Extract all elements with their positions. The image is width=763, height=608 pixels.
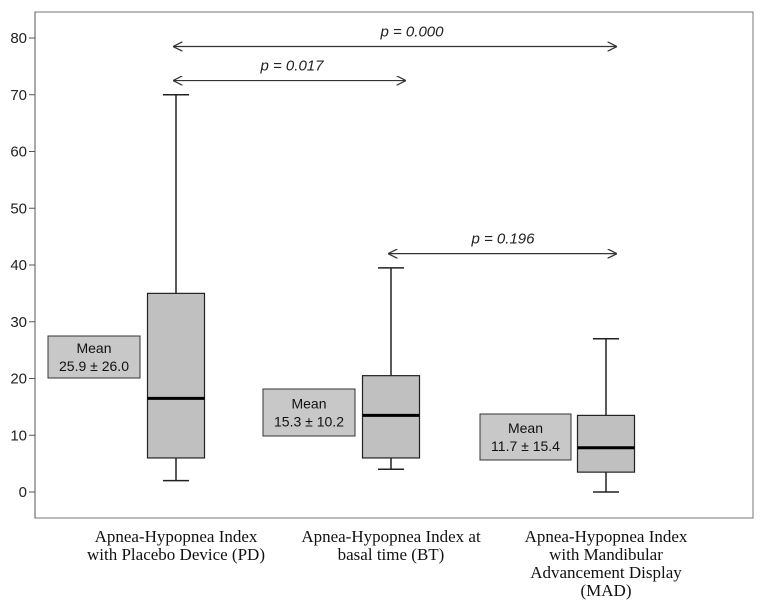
mean-box-2: Mean 11.7 ± 15.4 bbox=[479, 413, 572, 461]
comparison-2: p = 0.196 bbox=[389, 231, 616, 254]
box-1 bbox=[361, 267, 421, 471]
y-tick-label: 50 bbox=[10, 200, 27, 217]
comparison-annotations: p = 0.000 p = 0.017 p = 0.196 bbox=[174, 24, 616, 254]
y-tick-label: 10 bbox=[10, 427, 27, 444]
y-axis-ticks: 0 10 20 30 40 50 60 70 80 bbox=[10, 30, 35, 501]
mean-box-1: Mean 15.3 ± 10.2 bbox=[262, 388, 356, 437]
mean-value: 15.3 ± 10.2 bbox=[274, 414, 344, 430]
p-value-label: p = 0.196 bbox=[471, 231, 536, 248]
y-tick-label: 0 bbox=[19, 484, 27, 501]
y-tick-label: 80 bbox=[10, 30, 27, 47]
mean-label: Mean bbox=[508, 420, 543, 436]
category-label-line: Apnea-Hypopnea Index bbox=[525, 527, 688, 546]
mean-annotations: Mean 25.9 ± 26.0 Mean 15.3 ± 10.2 Mean 11.7 ±… bbox=[47, 335, 572, 461]
category-label-line: basal time (BT) bbox=[338, 545, 445, 564]
y-tick-label: 30 bbox=[10, 314, 27, 331]
box-iqr bbox=[146, 292, 206, 459]
mean-label: Mean bbox=[76, 340, 111, 356]
category-label-line: (MAD) bbox=[581, 581, 632, 600]
mean-box-frame bbox=[262, 388, 356, 437]
mean-box-0: Mean 25.9 ± 26.0 bbox=[47, 335, 141, 379]
comparison-0: p = 0.000 bbox=[174, 24, 616, 47]
box-iqr bbox=[576, 414, 636, 473]
mean-value: 25.9 ± 26.0 bbox=[59, 358, 129, 374]
p-value-label: p = 0.000 bbox=[380, 24, 445, 41]
y-tick-label: 20 bbox=[10, 371, 27, 388]
box-series bbox=[146, 94, 636, 493]
mean-value: 11.7 ± 15.4 bbox=[491, 438, 560, 454]
category-label-line: Apnea-Hypopnea Index bbox=[95, 527, 258, 546]
mean-label: Mean bbox=[291, 396, 326, 412]
category-label-line: Apnea-Hypopnea Index at bbox=[301, 527, 481, 546]
box-2 bbox=[576, 338, 636, 493]
mean-box-frame bbox=[47, 335, 141, 379]
category-label-line: with Mandibular bbox=[549, 545, 663, 564]
y-tick-label: 60 bbox=[10, 144, 27, 161]
category-label-line: with Placebo Device (PD) bbox=[87, 545, 265, 564]
mean-box-frame bbox=[479, 413, 572, 461]
y-tick-label: 40 bbox=[10, 257, 27, 274]
category-label-line: Advancement Display bbox=[530, 563, 682, 582]
y-tick-label: 70 bbox=[10, 87, 27, 104]
box-0 bbox=[146, 94, 206, 482]
p-value-label: p = 0.017 bbox=[260, 58, 325, 75]
comparison-1: p = 0.017 bbox=[174, 58, 405, 81]
